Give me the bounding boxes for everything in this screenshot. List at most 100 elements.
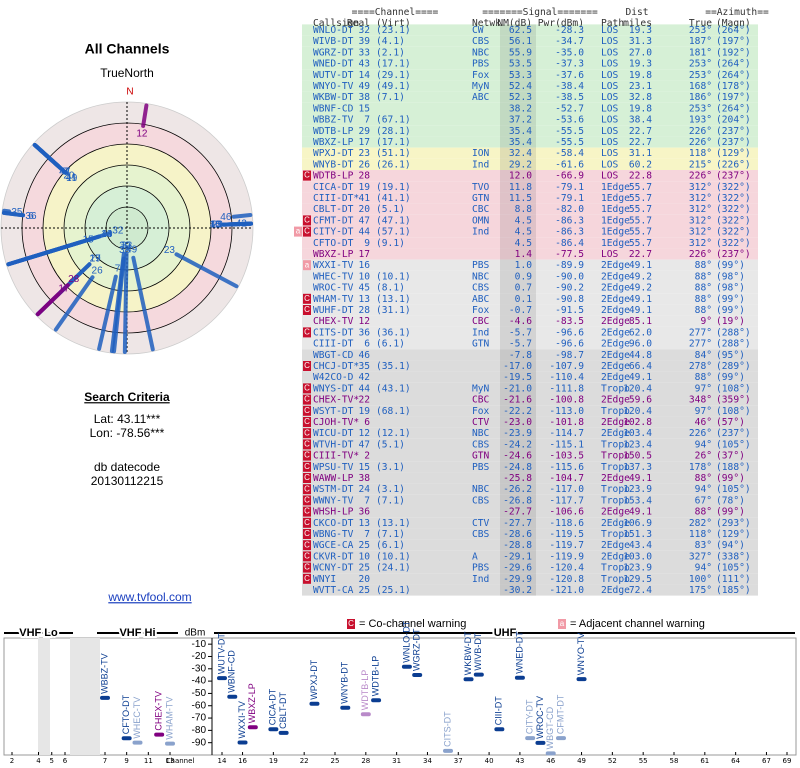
table-cell: (6.1) <box>376 540 405 551</box>
radar-label: 39 <box>119 240 131 251</box>
radar-label: 35 <box>11 207 23 218</box>
table-cell: -28.3 <box>555 25 584 36</box>
station-label: WIVB-DT <box>473 632 483 670</box>
table-cell: Tropo <box>601 495 630 506</box>
x-tick-label: 13 <box>166 757 175 765</box>
table-cell: 118° <box>689 529 712 540</box>
station-marker <box>100 695 110 700</box>
table-cell: -30.2 <box>503 585 532 596</box>
row-background <box>302 461 758 473</box>
table-cell: (31.1) <box>376 305 411 316</box>
table-cell: CHEX-TV* <box>313 395 359 406</box>
table-cell: 181° <box>689 47 712 58</box>
table-cell: 129.5 <box>623 574 652 585</box>
warning-badge-label: C <box>304 440 310 449</box>
table-cell: -5.7 <box>509 327 532 338</box>
table-cell: 55.7 <box>629 182 652 193</box>
warning-badge <box>303 428 311 439</box>
warning-badge <box>303 461 311 472</box>
station-label: CHEX-TV <box>154 691 164 731</box>
table-cell: 38.4 <box>629 115 652 126</box>
table-cell: LOS <box>601 70 619 81</box>
table-cell: CBS <box>472 283 490 294</box>
station-marker <box>463 677 474 682</box>
table-cell: ABC <box>472 92 490 103</box>
table-cell: 49.2 <box>629 283 652 294</box>
table-cell: 175° <box>689 585 712 596</box>
radar-label: 44 <box>59 167 71 178</box>
row-background <box>302 517 758 529</box>
table-cell: 88° <box>695 294 712 305</box>
table-cell: -91.5 <box>555 305 584 316</box>
table-cell: -34.7 <box>555 36 584 47</box>
warning-badge-label: C <box>304 227 310 236</box>
table-cell: Tropo <box>601 563 630 574</box>
x-tick-label: 64 <box>731 757 740 765</box>
table-cell: 226° <box>689 249 712 260</box>
row-background <box>302 550 758 562</box>
station-label: WUTV-DT <box>216 633 226 674</box>
table-cell: (192°) <box>716 47 751 58</box>
table-cell: WHAM-TV <box>313 294 354 305</box>
site-link[interactable]: www.tvfool.com <box>107 590 191 604</box>
table-cell: CBC <box>472 316 490 327</box>
table-cell: 55.7 <box>629 227 652 238</box>
table-cell: (10.1) <box>376 271 411 282</box>
table-cell: (2.1) <box>376 47 405 58</box>
table-cell: 7 <box>364 115 370 126</box>
table-cell: -27.7 <box>503 507 532 518</box>
table-cell: 85.1 <box>629 316 652 327</box>
station-label: CBLT-DT <box>278 691 288 728</box>
table-cell: 1.0 <box>515 260 533 271</box>
row-background <box>302 114 758 126</box>
table-cell: PBS <box>472 462 490 473</box>
row-background <box>302 282 758 294</box>
row-background <box>302 483 758 495</box>
table-cell: 1.4 <box>515 249 533 260</box>
north-label: TrueNorth <box>100 66 154 80</box>
radar-label: 7 <box>115 263 121 274</box>
row-background <box>302 573 758 585</box>
warning-badge-label: C <box>304 529 310 538</box>
station-label: WBXZ-LP <box>247 683 257 723</box>
table-cell: WPSU-TV <box>313 462 354 473</box>
table-cell: 120.4 <box>623 406 652 417</box>
column-header: True <box>689 18 712 29</box>
table-cell: 312° <box>689 227 712 238</box>
table-cell: (5.1) <box>376 439 405 450</box>
table-cell: 97° <box>695 383 712 394</box>
warning-badge-label: C <box>304 484 310 493</box>
radar-label: 23 <box>164 245 176 256</box>
table-cell: (3.1) <box>376 484 405 495</box>
table-cell: (99°) <box>716 372 745 383</box>
y-axis-label: dBm <box>185 628 206 639</box>
table-cell: Tropo <box>601 574 630 585</box>
table-cell: WPXJ-DT <box>313 148 354 159</box>
table-cell: LOS <box>601 25 619 36</box>
station-marker <box>514 675 525 680</box>
table-cell: (13.1) <box>376 518 411 529</box>
table-cell: -77.5 <box>555 249 584 260</box>
table-cell: (105°) <box>716 563 751 574</box>
table-cell: WCNY-DT <box>313 563 354 574</box>
x-tick-label: 40 <box>485 757 494 765</box>
warning-badge <box>303 260 311 271</box>
warning-badge-label: a <box>296 227 301 236</box>
station-marker <box>545 751 556 756</box>
table-cell: 43.4 <box>629 540 652 551</box>
column-header: Callsign <box>313 18 359 29</box>
table-cell: 84° <box>695 350 712 361</box>
table-cell: OMN <box>472 215 490 226</box>
x-tick-label: 52 <box>608 757 617 765</box>
x-tick-label: 25 <box>331 757 340 765</box>
table-cell: 55.7 <box>629 204 652 215</box>
table-cell: 36 <box>358 327 370 338</box>
table-cell: ABC <box>472 294 490 305</box>
y-tick-label: -20 <box>192 651 207 662</box>
table-cell: (23.1) <box>376 25 411 36</box>
table-cell: (3.1) <box>376 462 405 473</box>
station-marker <box>525 736 536 741</box>
table-cell: 1Edge <box>601 182 630 193</box>
table-cell: WNED-DT <box>313 59 354 70</box>
radar-label: 28 <box>212 219 224 230</box>
